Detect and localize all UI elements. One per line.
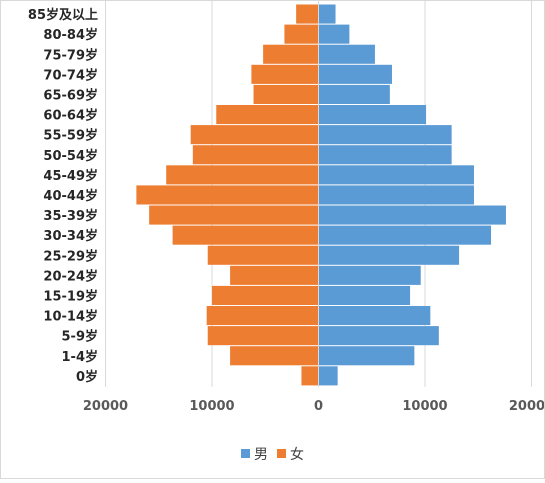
category-label: 50-54岁	[43, 148, 98, 164]
bar-male-16	[318, 326, 439, 346]
category-label: 20-24岁	[43, 268, 98, 284]
bar-male-6	[318, 125, 452, 145]
category-label: 15-19岁	[43, 288, 98, 304]
bars	[136, 4, 506, 386]
category-label: 40-44岁	[43, 188, 98, 204]
category-label: 5-9岁	[62, 329, 99, 345]
category-labels: 85岁及以上 80-84岁 75-79岁 70-74岁 65-69岁 60-64岁 55-5…	[28, 7, 98, 385]
category-label: 60-64岁	[43, 108, 98, 124]
bar-female-18	[301, 366, 319, 386]
category-label: 30-34岁	[43, 228, 98, 244]
bar-male-10	[318, 205, 506, 225]
bar-male-15	[318, 306, 431, 326]
bar-female-17	[230, 346, 319, 366]
bar-female-4	[253, 84, 319, 104]
legend: 男女	[241, 446, 304, 463]
bar-female-3	[251, 64, 319, 84]
bar-female-8	[166, 165, 319, 185]
bar-male-18	[318, 366, 338, 386]
legend-swatch	[277, 449, 286, 458]
bar-female-10	[149, 205, 319, 225]
x-tick-label: 0	[314, 399, 323, 414]
x-tick-label: 20000	[509, 399, 544, 414]
category-label: 85岁及以上	[28, 7, 98, 23]
legend-label: 女	[290, 446, 304, 463]
bar-female-12	[207, 245, 319, 265]
category-label: 0岁	[76, 369, 98, 385]
bar-male-9	[318, 185, 474, 205]
bar-male-4	[318, 84, 390, 104]
bar-male-0	[318, 4, 336, 24]
category-label: 55-59岁	[43, 128, 98, 144]
legend-label: 男	[254, 447, 268, 463]
bar-female-11	[172, 225, 319, 245]
category-label: 45-49岁	[43, 168, 98, 184]
bar-female-5	[216, 105, 319, 125]
bar-male-2	[318, 44, 375, 64]
bar-male-13	[318, 265, 421, 285]
bar-male-11	[318, 225, 492, 245]
bar-male-7	[318, 145, 452, 165]
bar-female-6	[190, 125, 319, 145]
bar-female-1	[284, 24, 319, 44]
bar-male-3	[318, 64, 392, 84]
bar-male-14	[318, 285, 411, 305]
x-tick-label: 10000	[402, 399, 447, 414]
bar-female-16	[207, 326, 319, 346]
bar-male-8	[318, 165, 474, 185]
bar-female-0	[296, 4, 319, 24]
category-label: 25-29岁	[43, 248, 98, 264]
bar-male-5	[318, 105, 427, 125]
x-tick-labels: 20000 10000 0 10000 20000	[83, 399, 545, 414]
category-label: 80-84岁	[43, 27, 98, 43]
bar-female-14	[212, 285, 319, 305]
bar-female-9	[136, 185, 319, 205]
category-label: 1-4岁	[62, 349, 99, 365]
bar-female-2	[263, 44, 319, 64]
bar-male-1	[318, 24, 350, 44]
category-label: 70-74岁	[43, 67, 98, 83]
category-label: 75-79岁	[43, 47, 98, 63]
legend-swatch	[241, 449, 250, 458]
category-label: 10-14岁	[43, 309, 98, 325]
bar-female-7	[192, 145, 319, 165]
category-label: 35-39岁	[43, 208, 98, 224]
category-label: 65-69岁	[43, 87, 98, 103]
bar-female-13	[230, 265, 319, 285]
x-tick-label: 10000	[189, 399, 234, 414]
bar-female-15	[206, 306, 319, 326]
bar-male-12	[318, 245, 460, 265]
bar-male-17	[318, 346, 415, 366]
x-tick-label: 20000	[83, 399, 128, 414]
